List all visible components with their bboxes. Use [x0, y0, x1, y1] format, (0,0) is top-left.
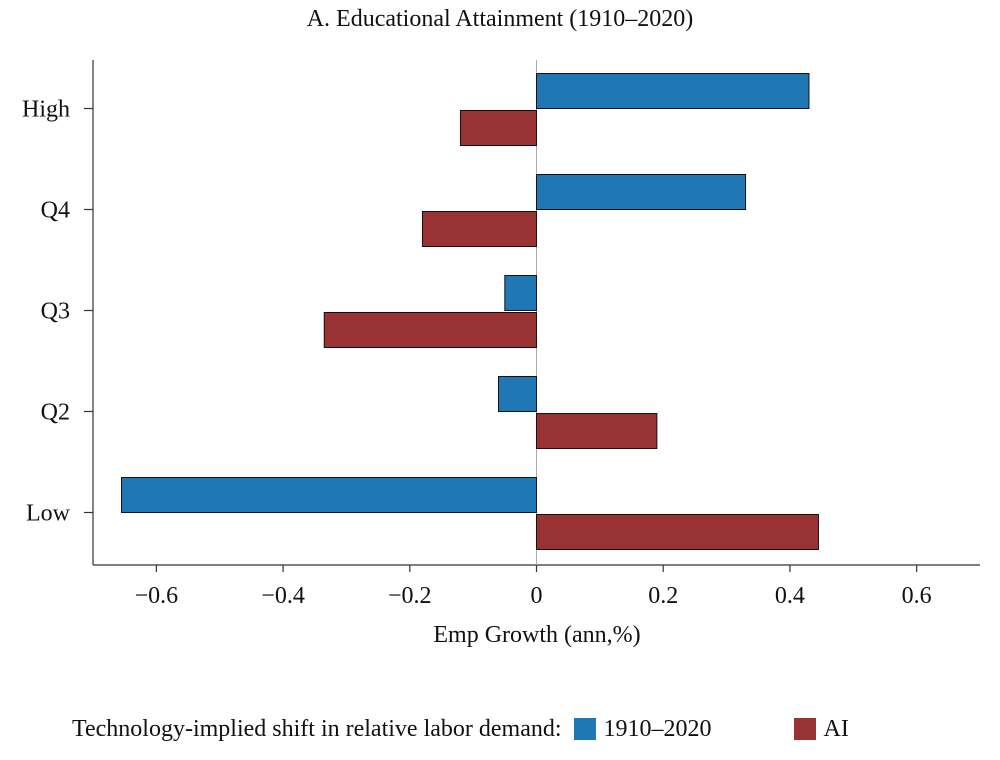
y-tick-label: High	[22, 97, 70, 123]
bar-1910-2020-low	[121, 477, 537, 513]
bar-1910-2020-q4	[536, 174, 747, 210]
bar-ai-high	[459, 110, 538, 146]
chart-title: A. Educational Attainment (1910–2020)	[306, 6, 694, 32]
y-tick-label: Low	[26, 501, 71, 527]
bar-1910-2020-q2	[497, 376, 538, 412]
x-tick-label: −0.6	[135, 583, 179, 609]
x-tick-label: −0.4	[261, 583, 305, 609]
x-tick-label: 0	[531, 583, 543, 609]
bar-1910-2020-q3	[504, 275, 538, 311]
bar-ai-q3	[323, 312, 537, 348]
legend-label-1910-2020: 1910–2020	[603, 715, 712, 742]
x-tick-label: −0.2	[388, 583, 432, 609]
legend-swatch-1910-2020	[573, 718, 596, 740]
x-axis-label: Emp Growth (ann,%)	[433, 622, 641, 648]
legend-swatch-ai	[793, 718, 816, 740]
x-tick-label: 0.2	[648, 583, 678, 609]
bar-ai-q2	[536, 413, 658, 449]
legend-title: Technology-implied shift in relative lab…	[72, 715, 562, 742]
y-tick-label: Q4	[41, 198, 70, 224]
y-tick-label: Q2	[41, 400, 70, 426]
legend: Technology-implied shift in relative lab…	[72, 712, 849, 746]
bar-ai-q4	[421, 211, 538, 247]
bar-1910-2020-high	[536, 73, 810, 109]
y-tick-label: Q3	[41, 299, 70, 325]
x-tick-label: 0.6	[902, 583, 932, 609]
x-tick-label: 0.4	[775, 583, 805, 609]
legend-label-ai: AI	[823, 715, 849, 742]
bar-ai-low	[536, 514, 819, 550]
